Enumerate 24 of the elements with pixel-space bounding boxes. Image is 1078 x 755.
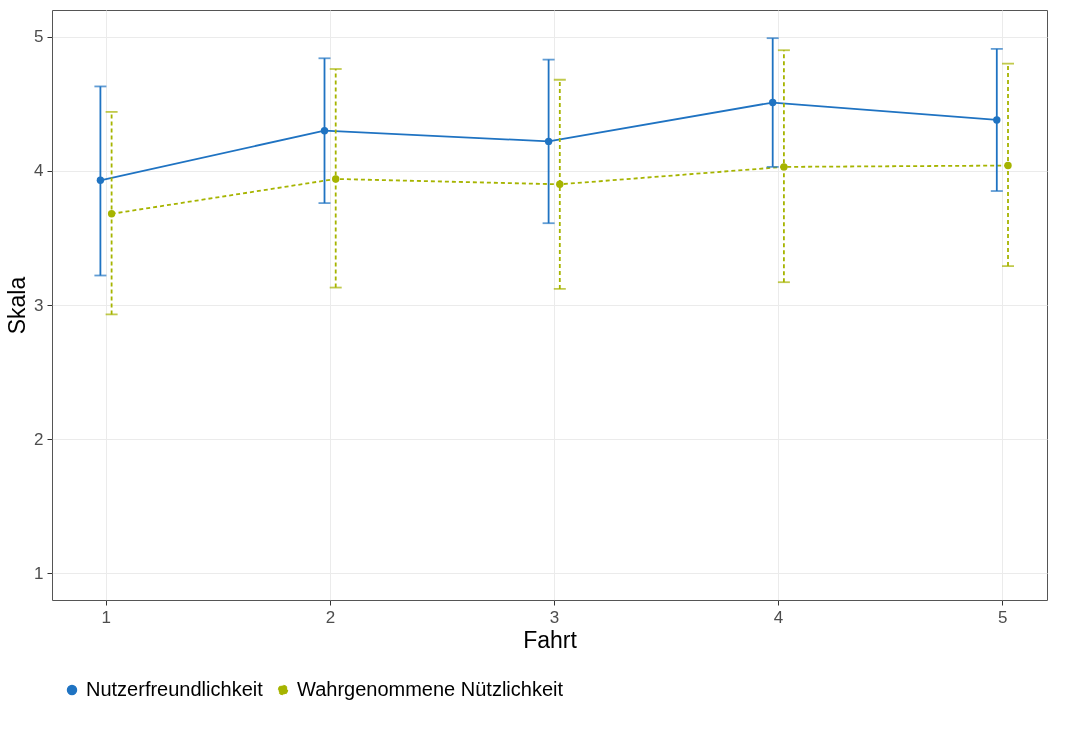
x-tick-label: 3 bbox=[549, 607, 560, 627]
legend-label: Nutzerfreundlichkeit bbox=[86, 678, 264, 700]
point bbox=[780, 163, 788, 171]
point bbox=[1004, 161, 1012, 170]
y-axis-title: Skala bbox=[4, 276, 31, 335]
y-tick-label: 2 bbox=[34, 429, 44, 449]
y-tick-label: 4 bbox=[34, 161, 44, 181]
point bbox=[993, 116, 1001, 124]
point bbox=[332, 175, 340, 183]
y-tick-label: 1 bbox=[34, 563, 44, 583]
x-tick-label: 4 bbox=[773, 607, 784, 627]
x-axis-title: Fahrt bbox=[523, 626, 578, 653]
point bbox=[107, 210, 116, 218]
x-tick-label: 5 bbox=[997, 607, 1008, 627]
x-tick-label: 1 bbox=[101, 607, 112, 627]
y-tick-label: 3 bbox=[34, 295, 44, 315]
point bbox=[544, 137, 553, 146]
point bbox=[96, 176, 105, 184]
legend-label: Wahrgenommene Nützlichkeit bbox=[297, 678, 564, 700]
point bbox=[556, 180, 564, 189]
point bbox=[320, 126, 329, 135]
y-tick-label: 5 bbox=[34, 27, 44, 47]
point bbox=[768, 98, 777, 107]
x-tick-label: 2 bbox=[325, 607, 336, 627]
